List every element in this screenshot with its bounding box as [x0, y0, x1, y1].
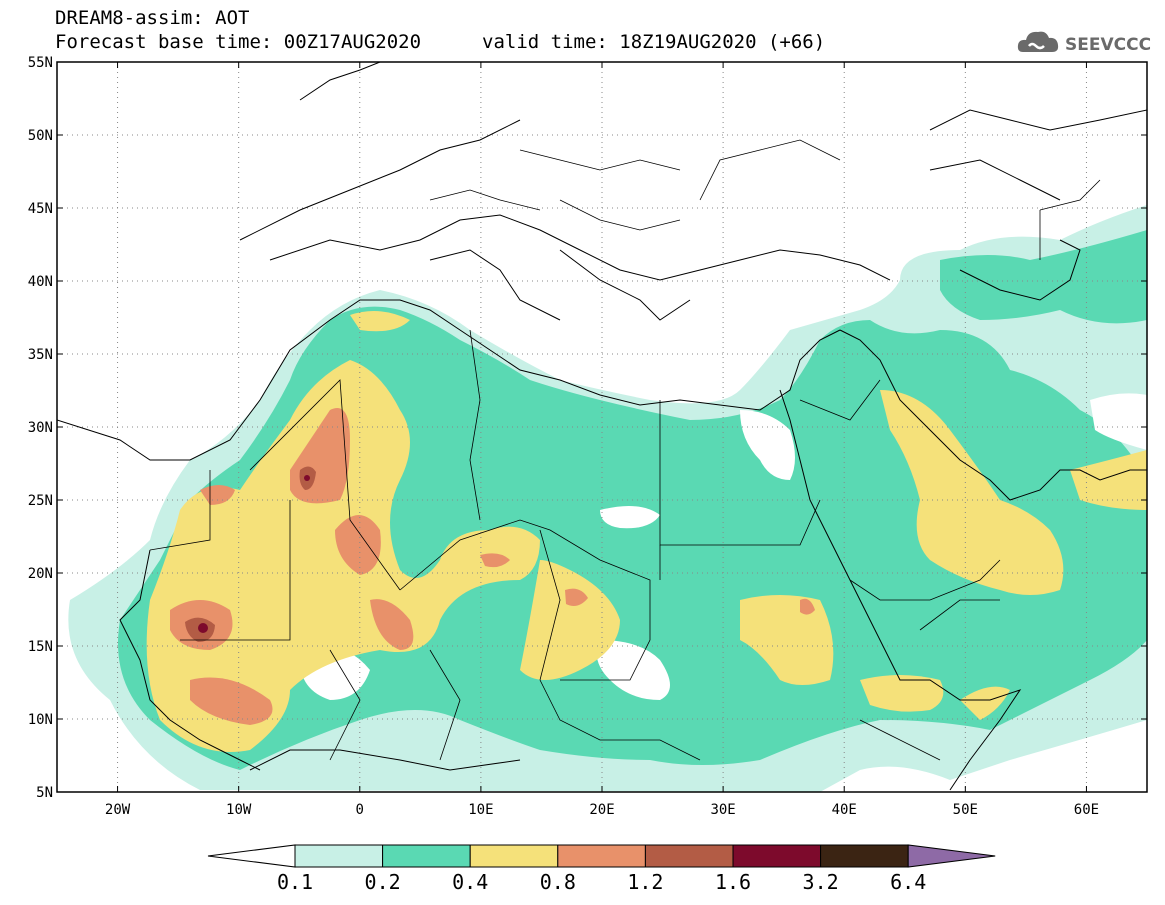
colorbar-level-label: 1.2: [627, 870, 663, 894]
map-title: DREAM8-assim: AOT: [55, 7, 250, 29]
lat-label: 45N: [28, 201, 53, 217]
lat-label: 25N: [28, 493, 53, 509]
seevccc-logo: SEEVCCC: [1015, 22, 1155, 58]
colorbar-box: [382, 844, 471, 868]
lon-label: 50E: [953, 802, 978, 818]
colorbar-box: [557, 844, 646, 868]
lon-label: 10E: [468, 802, 493, 818]
country-borders: [149, 139, 1101, 761]
lon-label: 20W: [105, 802, 131, 818]
lat-label: 5N: [36, 785, 53, 801]
colorbar-boxes: [207, 844, 996, 868]
colorbar-level-label: 0.8: [540, 870, 576, 894]
lon-label: 20E: [589, 802, 614, 818]
colorbar-level-label: 1.6: [715, 870, 751, 894]
coastlines: [57, 62, 1147, 791]
lat-label: 15N: [28, 639, 53, 655]
lat-label: 50N: [28, 128, 53, 144]
colorbar-box: [294, 844, 384, 868]
logo-text: SEEVCCC: [1065, 35, 1151, 55]
longitude-labels: 20W 10W 0 10E 20E 30E 40E 50E 60E: [105, 802, 1099, 818]
lat-label: 35N: [28, 347, 53, 363]
aot-fields: [68, 205, 1147, 792]
valid-time: valid time: 18Z19AUG2020 (+66): [482, 31, 826, 53]
aot-level-1-6: [198, 475, 310, 633]
colorbar-box: [644, 844, 734, 868]
colorbar-labels: 0.1 0.2 0.4 0.8 1.2 1.6 3.2 6.4: [277, 870, 926, 894]
colorbar-level-label: 0.4: [452, 870, 488, 894]
lat-label: 55N: [28, 55, 53, 71]
colorbar-box: [469, 844, 559, 868]
colorbar-low-arrow: [207, 844, 296, 868]
colorbar-high-arrow: [907, 844, 996, 868]
colorbar-box: [820, 844, 909, 868]
colorbar-level-label: 0.2: [365, 870, 401, 894]
lon-label: 40E: [832, 802, 857, 818]
colorbar-level-label: 3.2: [803, 870, 839, 894]
colorbar-box: [732, 844, 822, 868]
lon-label: 60E: [1074, 802, 1099, 818]
colorbar-level-label: 0.1: [277, 870, 313, 894]
lat-label: 10N: [28, 712, 53, 728]
lat-label: 40N: [28, 274, 53, 290]
latitude-labels: 5N 10N 15N 20N 25N 30N 35N 40N 45N 50N 55N: [28, 55, 53, 801]
forecast-base-time: Forecast base time: 00Z17AUG2020: [55, 31, 422, 53]
cloud-icon: SEEVCCC: [1017, 31, 1151, 55]
lat-label: 20N: [28, 566, 53, 582]
axis-ticks: [57, 61, 1147, 793]
colorbar-level-label: 6.4: [890, 870, 926, 894]
lon-label: 0: [356, 802, 364, 818]
lon-label: 10W: [226, 802, 252, 818]
lon-label: 30E: [710, 802, 735, 818]
lat-label: 30N: [28, 420, 53, 436]
